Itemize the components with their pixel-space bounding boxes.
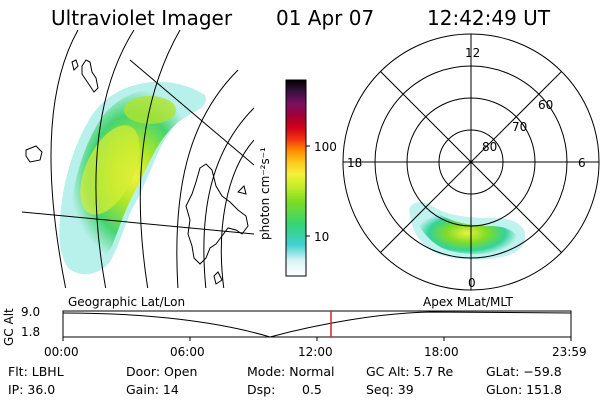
info-gc-alt: GC Alt: 5.7 Re xyxy=(366,364,454,379)
right-plot-label: Apex MLat/MLT xyxy=(423,295,513,309)
time-tick-0000: 00:00 xyxy=(44,345,79,359)
time-tick-1800: 18:00 xyxy=(424,345,459,359)
colorbar-tick-100: 100 xyxy=(314,140,337,154)
altitude-tick-low: 1.8 xyxy=(21,325,41,339)
time-tick-0600: 06:00 xyxy=(170,345,205,359)
altitude-panel xyxy=(62,310,572,341)
time-tick-2359: 23:59 xyxy=(552,345,587,359)
polar-diagonal-2 xyxy=(380,71,562,253)
time-label: 12:42:49 UT xyxy=(427,6,551,30)
geographic-grid xyxy=(22,30,254,288)
polar-plot xyxy=(342,33,600,291)
instrument-title: Ultraviolet Imager xyxy=(51,6,233,30)
geographic-image xyxy=(22,30,254,288)
polar-lat-70: 70 xyxy=(512,120,528,134)
info-glat: GLat: −59.8 xyxy=(486,364,562,379)
info-glon: GLon: 151.8 xyxy=(486,382,562,397)
info-mode: Mode: Normal xyxy=(247,364,335,379)
polar-lat-80: 80 xyxy=(482,140,498,154)
polar-mlt-12: 12 xyxy=(465,46,481,60)
info-seq: Seq: 39 xyxy=(366,382,414,397)
info-dsp-value: 0.5 xyxy=(302,382,322,397)
altitude-tick-high: 9.0 xyxy=(21,305,41,319)
info-gain: Gain: 14 xyxy=(126,382,179,397)
time-tick-1200: 12:00 xyxy=(298,345,333,359)
polar-mlt-18: 18 xyxy=(347,156,363,170)
info-ip: IP: 36.0 xyxy=(8,382,56,397)
colorbar-label: photon cm⁻²s⁻¹ xyxy=(258,147,272,240)
polar-mlt-0: 0 xyxy=(468,276,476,290)
colorbar xyxy=(285,79,310,277)
polar-lat-60: 60 xyxy=(538,98,554,112)
altitude-curve xyxy=(62,311,572,338)
colorbar-tick-10: 10 xyxy=(314,230,330,244)
info-dsp-label: Dsp: xyxy=(247,382,276,397)
aurora-band-geographic xyxy=(59,81,206,275)
info-door: Door: Open xyxy=(126,364,198,379)
polar-mlt-6: 6 xyxy=(578,156,586,170)
left-plot-label: Geographic Lat/Lon xyxy=(68,295,186,309)
info-filter: Flt: LBHL xyxy=(8,364,64,379)
date-label: 01 Apr 07 xyxy=(276,6,375,30)
altitude-ylabel: GC Alt xyxy=(2,308,16,346)
